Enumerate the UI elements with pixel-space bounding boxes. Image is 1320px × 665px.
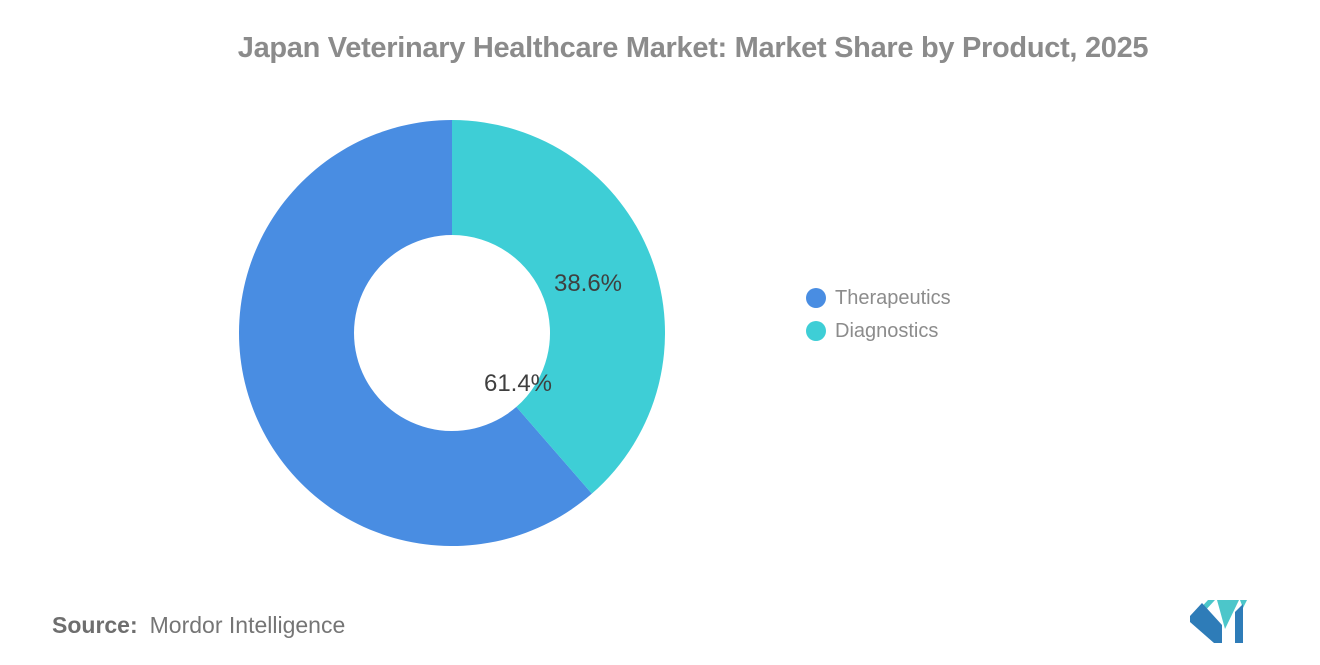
- donut-slice-therapeutics[interactable]: [239, 120, 592, 546]
- source-prefix: Source:: [52, 612, 138, 638]
- legend-item-diagnostics[interactable]: Diagnostics: [806, 318, 951, 344]
- slice-label-diagnostics: 38.6%: [553, 270, 623, 297]
- donut-slice-diagnostics[interactable]: [452, 120, 665, 494]
- legend-marker-diagnostics: [806, 321, 826, 341]
- donut-chart: 61.4% 38.6%: [239, 120, 665, 546]
- legend-label-diagnostics: Diagnostics: [835, 319, 939, 342]
- chart-title: Japan Veterinary Healthcare Market: Mark…: [237, 32, 1149, 64]
- source-text: Mordor Intelligence: [149, 612, 346, 638]
- legend-marker-therapeutics: [806, 288, 826, 308]
- legend-label-therapeutics: Therapeutics: [835, 286, 951, 309]
- slice-label-therapeutics: 61.4%: [483, 370, 553, 397]
- legend: Therapeutics Diagnostics: [806, 285, 951, 344]
- donut-svg: [239, 120, 665, 546]
- mordor-intelligence-logo: [1190, 600, 1247, 643]
- source-line: Source: Mordor Intelligence: [52, 612, 345, 639]
- legend-item-therapeutics[interactable]: Therapeutics: [806, 285, 951, 311]
